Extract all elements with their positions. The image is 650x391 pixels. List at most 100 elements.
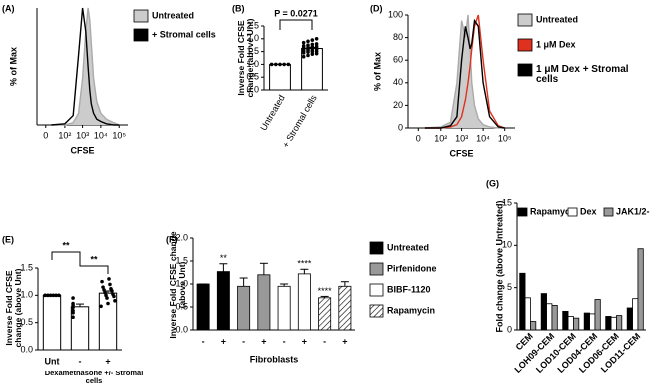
y-tick-label: 1.0	[20, 290, 33, 300]
y-axis-label-box: Inverse Fold CFSE change (above Unt)	[168, 231, 187, 339]
data-point	[43, 293, 47, 298]
legend-swatch	[369, 304, 384, 318]
data-point	[54, 293, 58, 298]
legend-label: Pirfenidone	[387, 263, 437, 273]
legend-swatch	[369, 283, 384, 297]
data-point	[306, 43, 310, 47]
legend-swatch	[517, 63, 533, 77]
data-point	[107, 277, 111, 281]
data-point	[99, 304, 103, 309]
legend-swatch	[603, 207, 614, 217]
legend-label: 1 μM Dex	[536, 39, 576, 49]
data-point	[278, 62, 282, 67]
data-point	[269, 62, 274, 67]
y-tick-label: 1.5	[246, 46, 259, 56]
legend-label: Rapamycin	[530, 206, 578, 216]
y-axis-label-box: Inverse Fold CFSE change (above Unt)	[4, 269, 23, 348]
y-tick-label: 1.0	[175, 278, 188, 288]
legend-label: + Stromal cells	[152, 29, 216, 39]
y-tick-label: 0.0	[20, 344, 33, 354]
histogram-line	[424, 18, 505, 129]
y-tick-label: 2.0	[246, 33, 259, 43]
data-point	[46, 293, 50, 298]
data-point	[310, 45, 315, 49]
y-tick-label: 15	[502, 197, 512, 207]
legend-label: BIBF-1120	[387, 284, 431, 294]
data-point	[314, 42, 319, 46]
panel-label: (D)	[370, 3, 383, 13]
data-point	[100, 279, 104, 284]
legend-swatch	[369, 262, 384, 276]
panel-label: (F)	[166, 234, 178, 244]
x-tick-label: +	[261, 336, 266, 346]
y-axis-label: % of Max	[8, 47, 18, 86]
legend-label: Rapamycin	[387, 305, 435, 315]
legend-swatch	[133, 9, 149, 23]
data-point	[57, 293, 61, 298]
histogram-line	[51, 7, 120, 126]
data-point	[301, 44, 306, 48]
histogram-line	[51, 7, 120, 126]
x-tick-label: -	[323, 336, 326, 346]
panel-label: (E)	[2, 234, 14, 244]
bar	[610, 316, 617, 331]
legend-swatch	[517, 207, 528, 217]
y-tick-label: 1.5	[20, 262, 33, 272]
y-tick-label: 10	[502, 240, 512, 250]
bar	[594, 299, 601, 331]
significance-label: ****	[318, 286, 333, 296]
bar	[530, 321, 537, 331]
data-point	[71, 301, 75, 306]
y-tick-label: 0	[398, 122, 403, 132]
data-point	[102, 288, 106, 292]
x-tick-label: 10³	[76, 130, 89, 140]
bar	[551, 305, 558, 331]
data-point	[310, 38, 315, 42]
x-tick-label: + Stromal cells	[280, 93, 319, 150]
significance-label: **	[90, 254, 98, 264]
significance-bracket	[279, 19, 313, 30]
y-tick-label: 0.5	[175, 301, 188, 311]
y-tick-label: 0.5	[20, 317, 33, 327]
legend-swatch	[517, 38, 533, 52]
data-point	[71, 308, 75, 313]
data-point	[310, 42, 315, 47]
x-tick-label: 10⁵	[498, 133, 512, 143]
x-tick-label: +	[105, 356, 110, 366]
x-tick-label: Unt	[45, 356, 60, 366]
legend-swatch	[567, 207, 578, 217]
data-point	[306, 39, 310, 44]
histogram-line	[424, 14, 505, 129]
bar	[524, 297, 531, 331]
bar	[546, 303, 553, 331]
bar	[196, 283, 210, 331]
legend-swatch	[133, 28, 149, 42]
x-tick-label: +	[342, 336, 347, 346]
y-tick-label: 1.0	[246, 59, 259, 69]
bar	[632, 298, 639, 331]
x-tick-label: 10²	[434, 133, 447, 143]
y-axis-label: Inverse Fold CFSE change (above Unt)	[168, 231, 187, 339]
x-tick-label: 10⁵	[112, 130, 126, 140]
bar	[297, 273, 311, 331]
bar	[42, 294, 62, 351]
significance-label: **	[62, 240, 70, 250]
data-point	[108, 282, 112, 287]
significance-bracket	[79, 258, 109, 274]
bar	[318, 297, 332, 331]
bar	[540, 293, 547, 331]
y-tick-label: 0.0	[175, 324, 188, 334]
area-fill	[424, 15, 505, 128]
data-point	[301, 40, 306, 45]
significance-label: P = 0.0271	[274, 8, 318, 18]
y-tick-label: 1.5	[175, 255, 188, 265]
x-axis-label: Fibroblasts	[250, 354, 299, 364]
data-point	[274, 62, 278, 67]
bar	[277, 285, 291, 331]
x-tick-label: -	[242, 336, 245, 346]
significance-label: ****	[297, 259, 312, 269]
legend-label: Dex	[580, 206, 597, 216]
legend-label: 1 μM Dex + Stromal cells	[536, 63, 629, 85]
data-point	[48, 293, 53, 298]
